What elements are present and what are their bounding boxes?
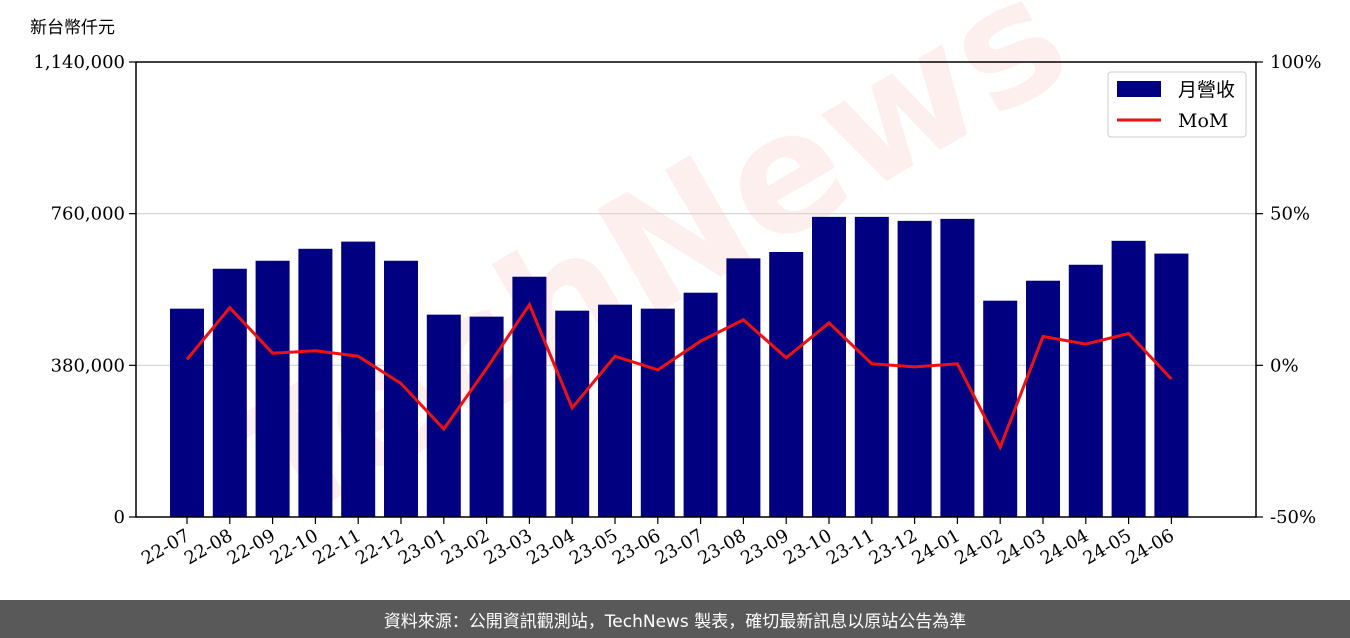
legend-label-mom: MoM (1178, 110, 1228, 132)
x-tick-label: 23-08 (694, 525, 749, 569)
x-tick-label: 24-01 (908, 525, 963, 569)
chart: TechNews 新台幣仟元 0380,000760,0001,140,000 … (30, 0, 1321, 569)
revenue-bar (812, 216, 846, 517)
revenue-bar (212, 268, 247, 517)
revenue-bar (298, 248, 333, 517)
legend-label-revenue: 月營收 (1178, 79, 1235, 101)
right-tick-label: 0% (1270, 355, 1299, 376)
x-tick-label: 22-12 (352, 525, 407, 569)
x-tick-label: 24-06 (1122, 525, 1177, 569)
x-tick-label: 22-07 (138, 525, 193, 569)
bar-series (170, 216, 1189, 518)
revenue-bar (1026, 280, 1060, 517)
revenue-bar (598, 304, 632, 517)
left-tick-label: 760,000 (51, 204, 125, 225)
revenue-bar (255, 260, 290, 517)
source-footer-text: 資料來源：公開資訊觀測站，TechNews 製表，確切最新訊息以原站公告為準 (383, 611, 967, 632)
x-tick-label: 23-06 (609, 525, 664, 569)
left-tick-label: 0 (114, 507, 125, 528)
x-tick-label: 24-03 (994, 525, 1049, 569)
x-tick-label: 23-12 (866, 525, 921, 569)
revenue-bar (769, 251, 804, 517)
x-tick-label: 23-05 (566, 525, 621, 569)
revenue-bar (940, 218, 975, 517)
left-tick-label: 1,140,000 (33, 52, 125, 73)
x-tick-label: 23-03 (480, 525, 535, 569)
mom-line-series (185, 301, 1173, 451)
right-tick-label: -50% (1270, 507, 1316, 528)
revenue-bar (170, 308, 204, 517)
right-tick-label: 50% (1270, 204, 1310, 225)
x-tick-label: 23-10 (780, 525, 835, 569)
mom-line (185, 301, 1173, 451)
right-y-axis: -50% 0% 50% 100% (1256, 52, 1321, 528)
x-tick-label: 23-11 (823, 525, 878, 569)
revenue-bar (683, 292, 718, 517)
x-tick-label: 23-02 (438, 525, 493, 569)
source-footer: 資料來源：公開資訊觀測站，TechNews 製表，確切最新訊息以原站公告為準 (0, 600, 1350, 638)
legend: 月營收 MoM (1107, 71, 1247, 138)
revenue-bar (555, 310, 590, 517)
revenue-bar (469, 316, 504, 517)
x-tick-label: 23-07 (652, 525, 707, 569)
x-tick-label: 22-09 (224, 525, 279, 569)
revenue-bar (897, 220, 932, 517)
x-tick-label: 24-05 (1080, 525, 1135, 569)
revenue-bar (983, 300, 1018, 517)
revenue-bar (384, 260, 418, 517)
revenue-bar (341, 241, 376, 517)
x-tick-label: 23-04 (523, 525, 578, 569)
revenue-bar (1111, 240, 1146, 518)
x-tick-label: 23-09 (737, 525, 792, 569)
left-axis-unit-label: 新台幣仟元 (30, 18, 115, 38)
revenue-bar (1068, 264, 1103, 517)
revenue-bar (512, 276, 547, 517)
x-tick-label: 24-02 (951, 525, 1006, 569)
left-y-axis: 0 380,000 760,000 1,140,000 (33, 52, 136, 528)
revenue-bar (726, 258, 761, 517)
revenue-bar (1154, 253, 1189, 517)
plot-frame (135, 61, 1257, 518)
left-tick-label: 380,000 (51, 355, 125, 376)
x-tick-label: 23-01 (395, 525, 450, 569)
x-tick-label: 22-08 (181, 525, 236, 569)
revenue-bar (640, 308, 675, 517)
revenue-bar (854, 216, 889, 517)
x-tick-label: 24-04 (1037, 525, 1092, 569)
legend-swatch-bar (1117, 81, 1161, 97)
right-tick-label: 100% (1270, 52, 1321, 73)
